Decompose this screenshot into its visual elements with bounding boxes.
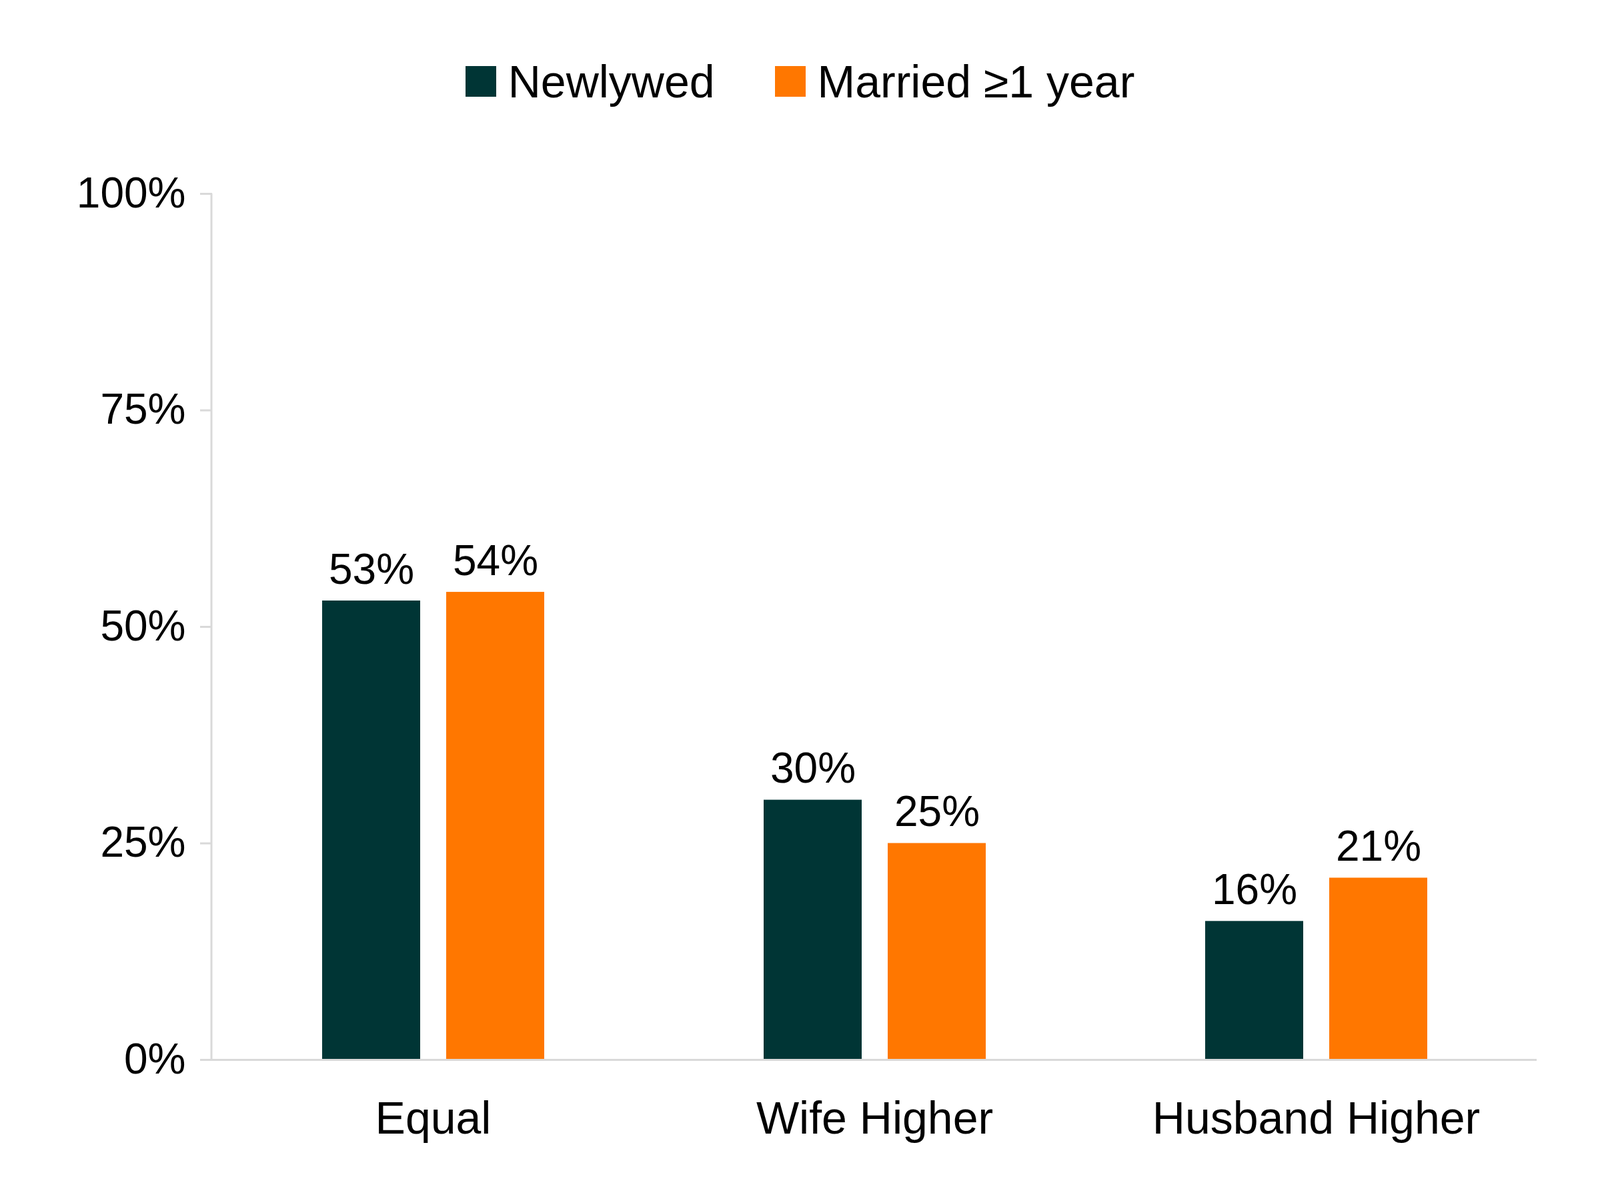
svg-text:30%: 30% xyxy=(770,743,856,792)
svg-text:21%: 21% xyxy=(1335,821,1422,870)
svg-text:16%: 16% xyxy=(1211,865,1298,914)
svg-text:Husband Higher: Husband Higher xyxy=(1152,1091,1480,1143)
svg-text:100%: 100% xyxy=(76,168,187,217)
svg-text:54%: 54% xyxy=(452,536,539,585)
svg-text:25%: 25% xyxy=(100,817,186,866)
svg-text:25%: 25% xyxy=(894,786,980,836)
svg-text:Equal: Equal xyxy=(375,1091,492,1143)
svg-text:50%: 50% xyxy=(100,601,186,650)
html-text:Newlywed: Newlywed xyxy=(508,56,715,107)
svg-text:75%: 75% xyxy=(100,384,186,433)
svg-text:Wife Higher: Wife Higher xyxy=(756,1091,994,1143)
svg-text:0%: 0% xyxy=(124,1034,187,1083)
html-text:Married ≥1 year: Married ≥1 year xyxy=(817,56,1135,107)
svg-text:53%: 53% xyxy=(328,544,415,593)
